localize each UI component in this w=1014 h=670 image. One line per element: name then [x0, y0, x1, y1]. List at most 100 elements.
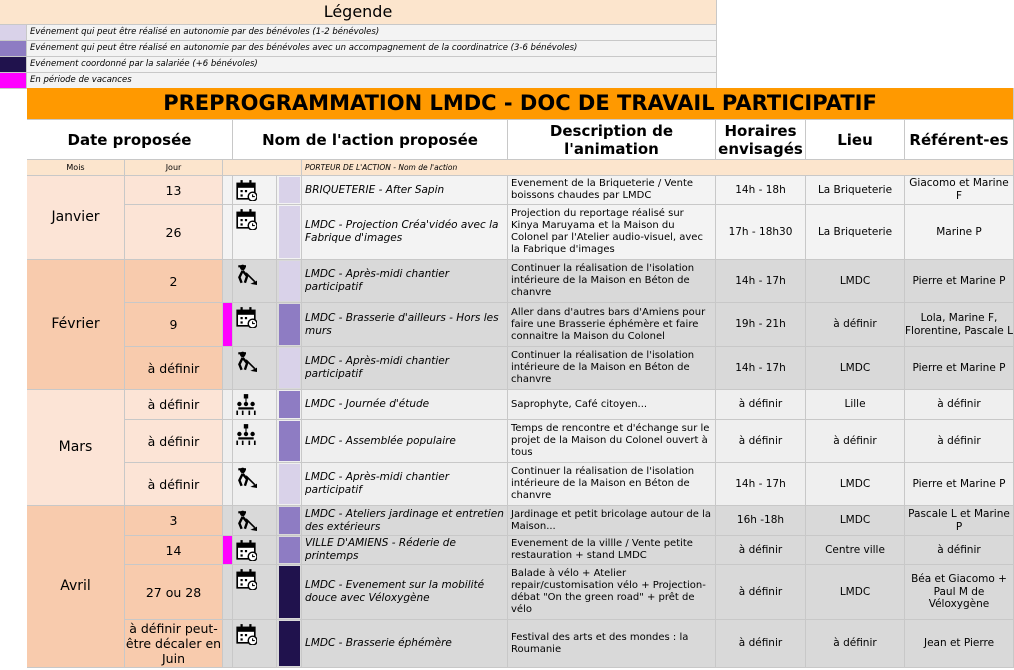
description: Saprophyte, Café citoyen...: [508, 390, 716, 420]
vacation-flag: [223, 205, 233, 260]
sheet-title-text: PREPROGRAMMATION LMDC - DOC DE TRAVAIL P…: [163, 90, 877, 115]
vacation-flag: [223, 176, 233, 205]
subheader-mois: Mois: [27, 160, 125, 176]
subheader-porteur-text: PORTEUR DE L'ACTION - Nom de l'action: [305, 163, 458, 172]
icon-cell: [233, 303, 277, 347]
action-name-text: LMDC - Brasserie éphémère: [305, 637, 452, 650]
category-cell: [277, 420, 302, 463]
month: Janvier: [27, 176, 125, 260]
day-text: 14: [165, 542, 182, 558]
header-description-text: Description de l'animation: [549, 121, 674, 158]
legend-text: En période de vacances: [27, 73, 717, 89]
schedule: à définir: [716, 620, 806, 668]
schedule-text: à définir: [738, 637, 783, 650]
description-text: Continuer la réalisation de l'isolation …: [511, 466, 695, 501]
place: LMDC: [806, 463, 905, 506]
referents-text: Pierre et Marine P: [912, 361, 1006, 374]
category-swatch: [279, 348, 300, 388]
day-text: 27 ou 28: [145, 584, 202, 600]
action-icon: [236, 394, 256, 415]
place: LMDC: [806, 565, 905, 620]
subheader-porteur: PORTEUR DE L'ACTION - Nom de l'action: [302, 160, 1014, 176]
subheader-jour-text: Jour: [165, 162, 182, 172]
day-text: 13: [165, 182, 182, 198]
schedule-text: 14h - 18h: [735, 183, 786, 196]
category-cell: [277, 176, 302, 205]
place-text: LMDC: [839, 361, 871, 374]
description-text: Festival des arts et des mondes : la Rou…: [511, 631, 689, 655]
action-name: LMDC - Brasserie éphémère: [302, 620, 508, 668]
place: à définir: [806, 303, 905, 347]
place: LMDC: [806, 506, 905, 536]
referents-text: Béa et Giacomo + Paul M de Véloxygène: [911, 573, 1007, 611]
header-lieu: Lieu: [806, 120, 905, 160]
vacation-flag: [223, 303, 233, 347]
schedule-text: 16h -18h: [736, 514, 785, 527]
description-text: Evenement de la Briqueterie / Vente bois…: [511, 178, 694, 201]
action-icon: [236, 209, 257, 230]
category-swatch: [279, 391, 300, 418]
description: Jardinage et petit bricolage autour de l…: [508, 506, 716, 536]
action-name: VILLE D'AMIENS - Réderie de printemps: [302, 536, 508, 565]
schedule-text: 14h - 17h: [735, 477, 786, 490]
icon-cell: [233, 620, 277, 668]
description: Continuer la réalisation de l'isolation …: [508, 260, 716, 303]
place-text: à définir: [833, 434, 877, 447]
referents-text: à définir: [937, 398, 981, 411]
referents: Marine P: [905, 205, 1014, 260]
referents-text: à définir: [937, 434, 981, 447]
category-cell: [277, 536, 302, 565]
legend-text: Evénement qui peut être réalisé en auton…: [27, 41, 717, 57]
vacation-flag: [223, 260, 233, 303]
referents-text: Pierre et Marine P: [912, 477, 1006, 490]
category-swatch: [279, 206, 300, 258]
legend-swatch: [0, 25, 27, 41]
action-icon: [238, 264, 257, 285]
icon-cell: [233, 463, 277, 506]
referents: Pierre et Marine P: [905, 347, 1014, 390]
schedule: 14h - 17h: [716, 260, 806, 303]
referents-text: Giacomo et Marine F: [909, 177, 1009, 202]
day-text: 26: [165, 224, 182, 240]
category-cell: [277, 620, 302, 668]
vacation-flag: [223, 420, 233, 463]
category-swatch: [279, 177, 300, 203]
legend-title-text: Légende: [323, 2, 393, 22]
schedule: à définir: [716, 420, 806, 463]
action-icon: [236, 569, 257, 590]
legend-text: Evénement coordonné par la salariée (+6 …: [27, 57, 717, 73]
category-swatch: [279, 537, 300, 563]
icon-cell: [233, 347, 277, 390]
description-text: Evenement de la villle / Vente petite re…: [511, 538, 693, 561]
description: Festival des arts et des mondes : la Rou…: [508, 620, 716, 668]
referents-text: Pascale L et Marine P: [908, 507, 1010, 533]
icon-cell: [233, 176, 277, 205]
schedule: 17h - 18h30: [716, 205, 806, 260]
sheet-title: PREPROGRAMMATION LMDC - DOC DE TRAVAIL P…: [27, 88, 1014, 120]
month-text: Mars: [58, 439, 93, 456]
description-text: Temps de rencontre et d'échange sur le p…: [511, 423, 710, 458]
action-icon: [236, 540, 257, 561]
day-text: à définir: [147, 360, 200, 376]
legend-title: Légende: [0, 0, 717, 25]
icon-cell: [233, 536, 277, 565]
place: La Briqueterie: [806, 205, 905, 260]
category-cell: [277, 565, 302, 620]
category-swatch: [279, 261, 300, 301]
header-nom: Nom de l'action proposée: [233, 120, 508, 160]
place-text: Lille: [844, 398, 866, 411]
referents: Béa et Giacomo + Paul M de Véloxygène: [905, 565, 1014, 620]
action-icon: [236, 180, 257, 201]
referents: à définir: [905, 390, 1014, 420]
subheader-blank: [223, 160, 302, 176]
place-text: Centre ville: [825, 543, 885, 556]
vacation-flag: [223, 347, 233, 390]
place: La Briqueterie: [806, 176, 905, 205]
description-text: Jardinage et petit bricolage autour de l…: [511, 508, 711, 532]
legend-text-text: Evénement qui peut être réalisé en auton…: [30, 27, 380, 38]
schedule-text: à définir: [738, 543, 783, 556]
category-swatch: [279, 464, 300, 504]
description-text: Projection du reportage réalisé sur Kiny…: [511, 208, 703, 255]
icon-cell: [233, 420, 277, 463]
category-swatch: [279, 507, 300, 534]
